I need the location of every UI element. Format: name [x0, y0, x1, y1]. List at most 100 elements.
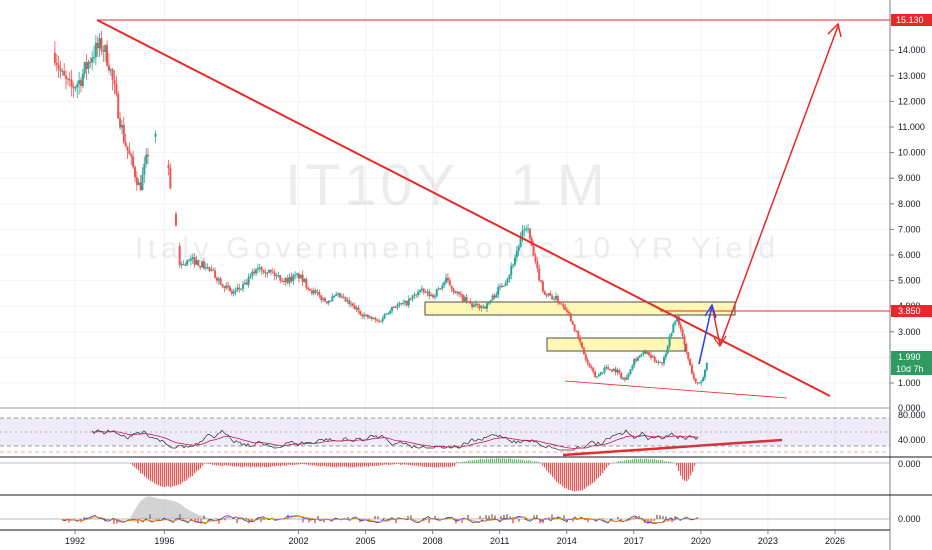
osc-bar	[218, 519, 220, 524]
blue-breakout-arrow[interactable]	[698, 305, 713, 365]
candle-body	[256, 267, 259, 270]
candle-body	[387, 313, 390, 315]
hist-bar	[236, 463, 238, 467]
candle-body	[245, 282, 248, 285]
osc-bar	[386, 519, 388, 522]
candle-body	[277, 275, 280, 277]
candle-body	[420, 288, 423, 290]
candle-body	[497, 287, 500, 295]
hist-bar	[356, 463, 358, 467]
price-tag-level[interactable]: 3.850	[891, 305, 932, 317]
hist-bar	[244, 463, 246, 467]
candle-body	[191, 257, 194, 259]
hist-bar	[406, 463, 408, 465]
candle-body	[331, 296, 334, 302]
hist-bar	[524, 460, 526, 463]
x-tick-label: 2020	[691, 536, 711, 546]
candle-body	[135, 177, 138, 186]
osc-bar	[587, 519, 589, 523]
hist-bar	[514, 458, 516, 463]
hist-bar	[496, 458, 498, 463]
candle-body	[91, 57, 94, 63]
candle-body	[405, 301, 408, 306]
hist-bar	[638, 459, 640, 463]
histogram-panel[interactable]	[0, 458, 890, 492]
price-tag-last[interactable]: 1.990	[891, 351, 932, 363]
osc-bar	[617, 516, 619, 519]
candle-body	[188, 260, 190, 262]
hist-bar	[230, 463, 232, 466]
candle-body	[122, 124, 125, 142]
candle-body	[55, 62, 58, 65]
time-axis[interactable]: 1992 1996 2002 2005 2008 2011 2014 2017 2020 2023…	[65, 530, 845, 546]
y-tick-label: 9.000	[898, 173, 921, 183]
hist-bar	[642, 459, 644, 463]
rsi-panel[interactable]	[0, 417, 890, 453]
lower-support-line[interactable]	[564, 380, 788, 399]
hist-bar	[484, 459, 486, 463]
hist-bar	[668, 461, 670, 463]
candle-body	[676, 316, 679, 322]
price-axis[interactable]: 1.0002.0003.0004.0005.0006.0007.0008.000…	[890, 45, 926, 388]
candle-body	[320, 295, 323, 300]
drawings[interactable]	[96, 19, 890, 457]
hist-bar	[350, 463, 352, 468]
osc-bar	[395, 519, 397, 524]
candle-body	[178, 246, 181, 265]
candle-body	[372, 318, 375, 320]
rsi-line	[91, 429, 699, 451]
candle-body	[581, 342, 584, 348]
price-tag-target-label: 15.130	[896, 15, 924, 25]
hist-bar	[684, 463, 686, 481]
candle-body	[193, 257, 196, 265]
osc-bar	[572, 519, 574, 522]
candle-body	[435, 289, 438, 297]
rsi-trendline[interactable]	[562, 438, 783, 457]
candle-body	[448, 280, 451, 286]
candle-body	[290, 276, 293, 282]
hist-bar	[578, 463, 580, 491]
osc-bar	[542, 519, 544, 524]
hist-bar	[666, 461, 668, 463]
candle-body	[491, 295, 494, 301]
candle-body	[616, 370, 619, 373]
hist-bar	[686, 463, 688, 482]
descending-trendline[interactable]	[96, 19, 831, 397]
hist-bar	[636, 458, 638, 463]
hist-bar	[554, 463, 556, 480]
hist-bar	[312, 463, 314, 466]
hist-bar	[598, 463, 600, 478]
hist-bar	[438, 463, 440, 468]
oscillator-panel[interactable]	[0, 496, 890, 524]
candle-body	[93, 57, 95, 59]
candle-body	[83, 62, 86, 74]
support-zone[interactable]	[546, 337, 686, 352]
osc-bar	[512, 519, 514, 524]
hist-bar	[376, 463, 378, 466]
projection-arrow-path[interactable]	[711, 25, 839, 348]
candle-body	[394, 307, 397, 309]
price-tag-target[interactable]: 15.130	[891, 14, 932, 26]
candle-body	[543, 291, 546, 295]
candle-body	[510, 265, 513, 276]
hist-bar	[132, 463, 134, 466]
candle-body	[119, 118, 122, 128]
candle-body	[242, 284, 245, 289]
hist-bar	[206, 463, 208, 464]
hist-bar	[324, 463, 326, 467]
price-tag-countdown[interactable]: 10d 7h	[891, 363, 932, 375]
candle-body	[705, 363, 708, 370]
candle-body	[303, 279, 306, 282]
price-tag-countdown-label: 10d 7h	[896, 364, 924, 374]
candle-body	[389, 311, 392, 314]
candle-body	[342, 296, 345, 298]
resistance-zone[interactable]	[424, 301, 736, 316]
osc-bar	[650, 519, 652, 523]
candle-body	[102, 50, 105, 52]
candle-body	[521, 230, 524, 238]
hist-bar	[532, 461, 534, 463]
osc-bar	[116, 519, 118, 524]
candle-body	[87, 61, 90, 70]
candle-body	[89, 61, 92, 63]
